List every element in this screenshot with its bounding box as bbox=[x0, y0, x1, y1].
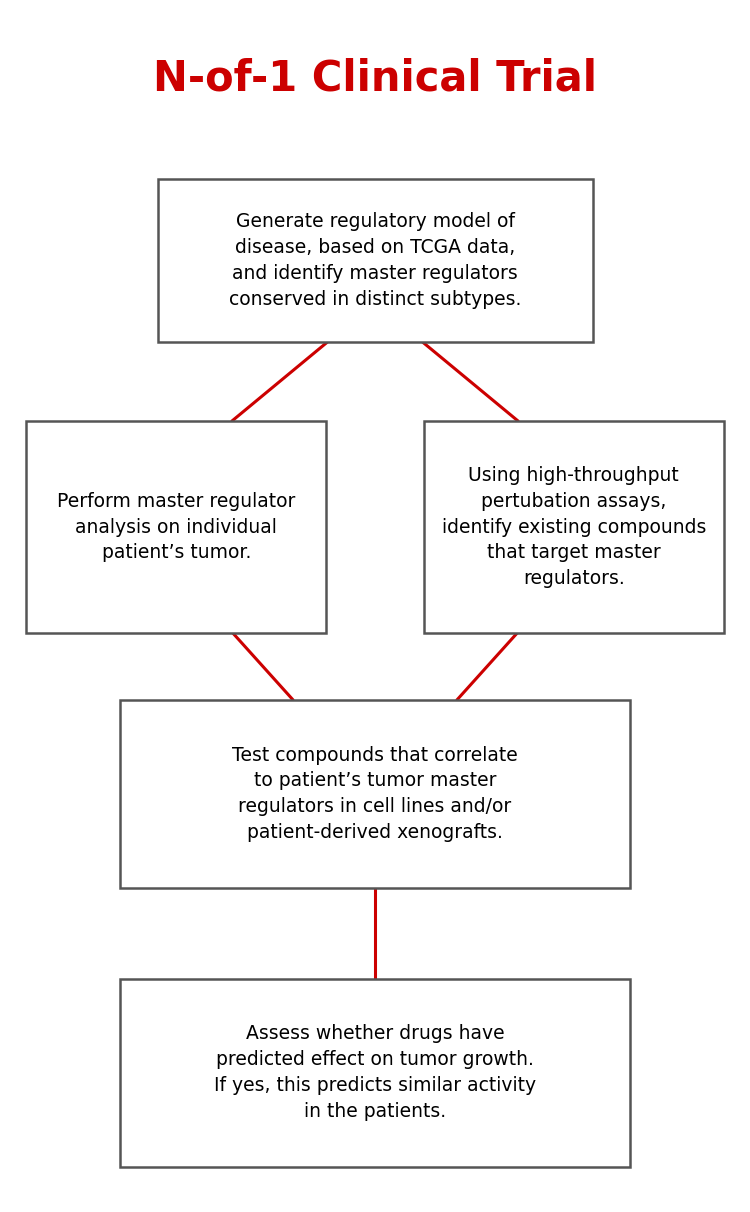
FancyBboxPatch shape bbox=[120, 701, 630, 887]
Text: Perform master regulator
analysis on individual
patient’s tumor.: Perform master regulator analysis on ind… bbox=[57, 492, 296, 562]
FancyBboxPatch shape bbox=[424, 422, 724, 634]
Text: N-of-1 Clinical Trial: N-of-1 Clinical Trial bbox=[153, 58, 597, 99]
Text: Test compounds that correlate
to patient’s tumor master
regulators in cell lines: Test compounds that correlate to patient… bbox=[232, 745, 518, 842]
FancyBboxPatch shape bbox=[26, 422, 326, 634]
FancyBboxPatch shape bbox=[158, 178, 592, 342]
FancyBboxPatch shape bbox=[120, 979, 630, 1166]
Text: Assess whether drugs have
predicted effect on tumor growth.
If yes, this predict: Assess whether drugs have predicted effe… bbox=[214, 1024, 536, 1121]
Text: Using high-throughput
pertubation assays,
identify existing compounds
that targe: Using high-throughput pertubation assays… bbox=[442, 467, 706, 588]
Text: Generate regulatory model of
disease, based on TCGA data,
and identify master re: Generate regulatory model of disease, ba… bbox=[229, 212, 521, 309]
